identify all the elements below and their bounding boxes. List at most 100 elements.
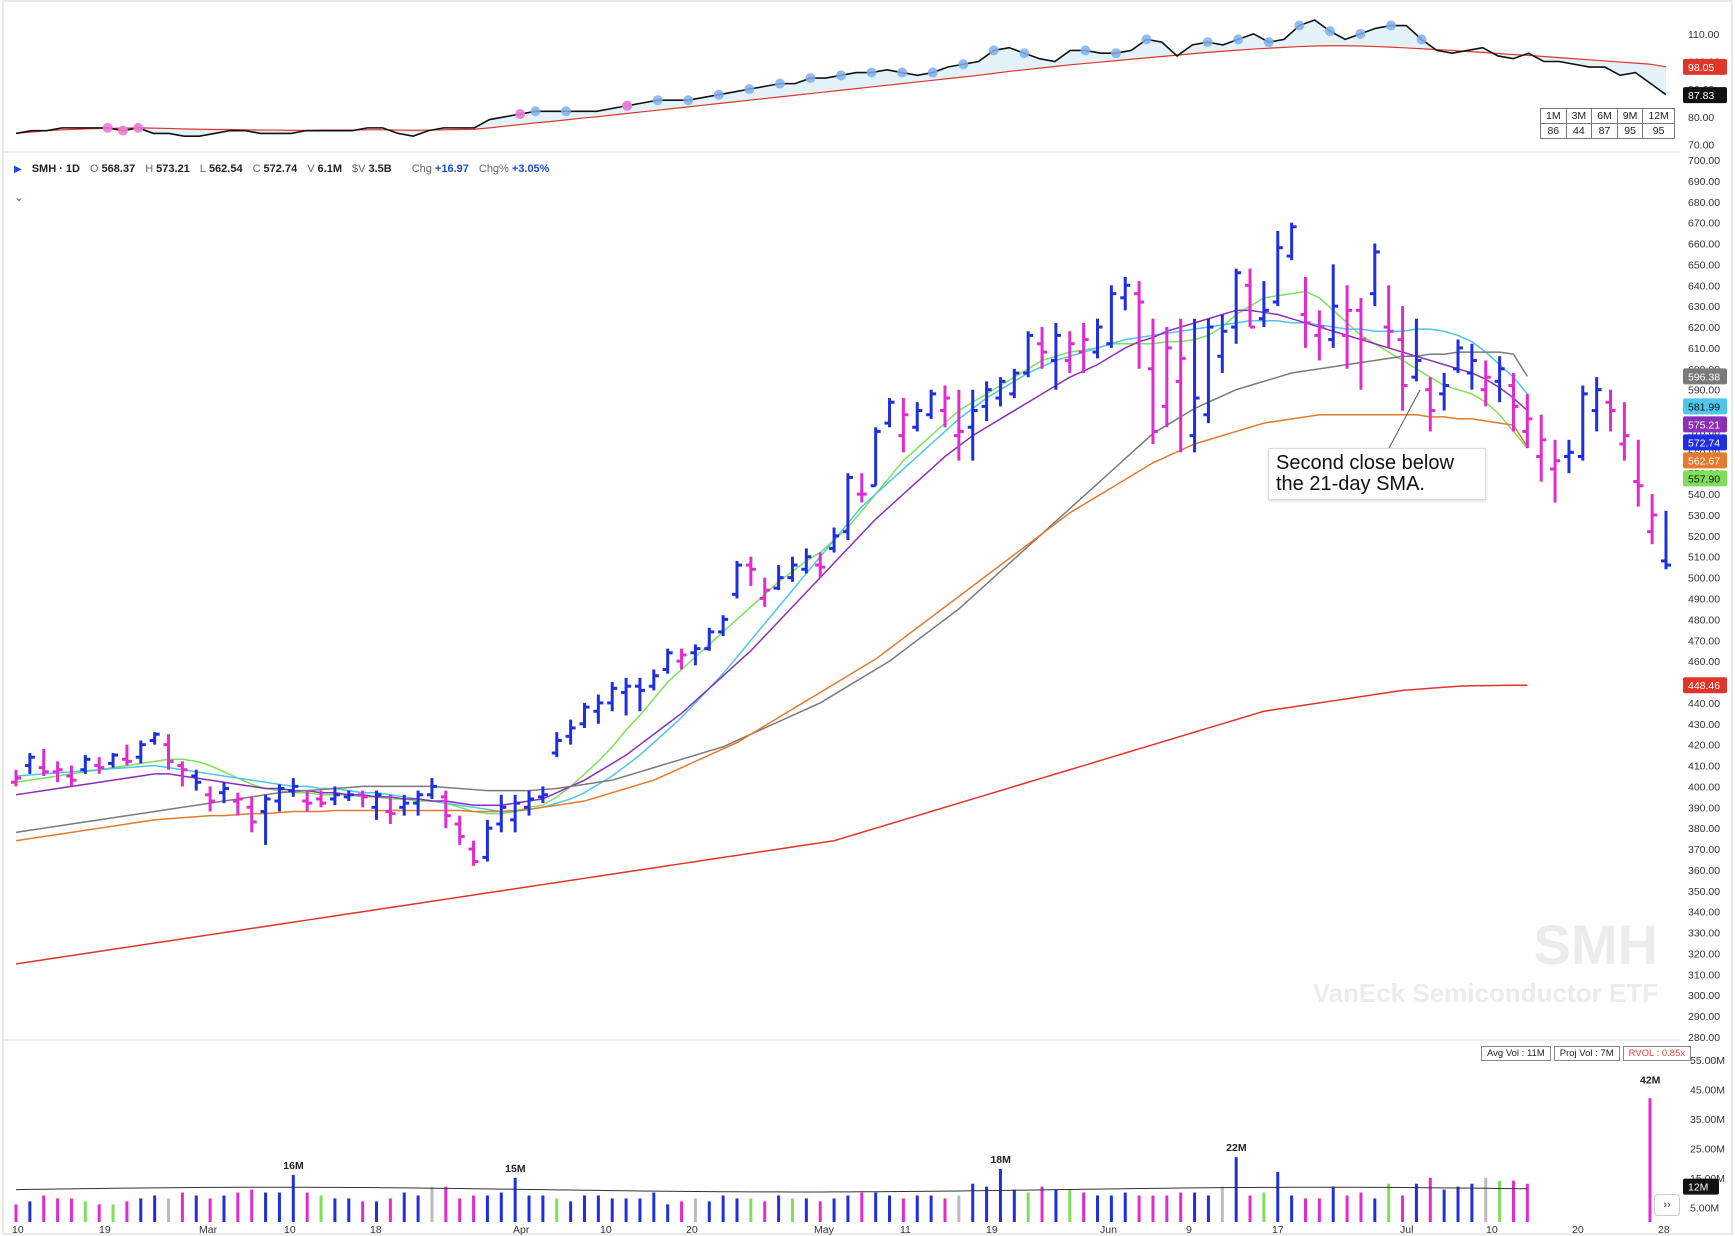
ohlc-bar: [343, 790, 354, 802]
price-axis-tick: 290.00: [1688, 1011, 1720, 1023]
rs-value: 44: [1565, 123, 1593, 139]
play-icon[interactable]: ▶: [14, 163, 22, 175]
chart-annotation[interactable]: Second close below the 21-day SMA.: [1268, 448, 1486, 500]
volume-bar: [541, 1195, 545, 1222]
volume-bar: [569, 1201, 573, 1222]
symbol-label[interactable]: SMH · 1D: [31, 163, 80, 175]
chevron-down-icon[interactable]: ⌄: [14, 192, 24, 204]
volume-key: V: [307, 163, 315, 175]
ohlc-bar: [648, 669, 659, 691]
x-axis-tick: 20: [1572, 1224, 1584, 1236]
rs-period: 9M: [1616, 108, 1644, 124]
rs-new-high-dot: [1294, 20, 1305, 31]
rs-new-high-dot: [897, 67, 908, 78]
price-axis-tick: 610.00: [1688, 343, 1720, 355]
rs-new-high-dot: [1355, 28, 1366, 39]
price-axis-tick: 320.00: [1688, 948, 1720, 960]
ohlc-bar: [66, 765, 77, 787]
price-axis-tick: 680.00: [1688, 197, 1720, 209]
x-axis-tick: 10: [1486, 1224, 1498, 1236]
ohlc-bar: [1591, 377, 1602, 432]
volume-bar: [1096, 1195, 1100, 1222]
x-axis-tick: 10: [600, 1224, 612, 1236]
volume-bar: [846, 1195, 850, 1222]
volume-bar: [291, 1174, 295, 1222]
volume-bar: [444, 1186, 448, 1222]
volume-bar: [929, 1195, 933, 1222]
dollar-volume-value: 3.5B: [368, 163, 392, 175]
volume-bar: [277, 1192, 281, 1222]
price-axis-tick: 470.00: [1688, 635, 1720, 647]
ohlc-bar: [1397, 306, 1408, 411]
ohlc-bar: [1147, 318, 1158, 444]
rs-new-high-dot: [1416, 34, 1427, 45]
x-axis-tick: 20: [686, 1224, 698, 1236]
rs-new-high-dot: [530, 106, 541, 117]
ohlc-bar: [1605, 389, 1616, 432]
rs-new-high-dot: [1233, 34, 1244, 45]
ohlc-bar: [1494, 356, 1505, 403]
volume-bar: [555, 1198, 559, 1222]
open-value: 568.37: [101, 163, 136, 175]
scroll-right-button[interactable]: ››: [1654, 1194, 1680, 1216]
volume-bar: [1082, 1192, 1086, 1222]
price-axis-tick: 540.00: [1688, 489, 1720, 501]
ohlc-bar: [607, 682, 618, 712]
ohlc-bar: [1217, 314, 1228, 373]
ohlc-bar: [537, 786, 548, 804]
ohlc-bar: [1092, 318, 1103, 359]
rs-new-high-dot: [561, 106, 571, 117]
volume-bar: [264, 1192, 268, 1222]
price-axis-tick: 530.00: [1688, 510, 1720, 522]
volume-bar: [236, 1192, 240, 1222]
volume-bar: [1345, 1195, 1349, 1222]
ohlc-bar: [732, 560, 743, 599]
rs-new-high-dot: [866, 67, 877, 78]
volume-spike-label: 18M: [990, 1154, 1011, 1166]
ohlc-bar: [1231, 268, 1242, 344]
volume-bar: [513, 1177, 517, 1222]
moving-average-sma-50: [15, 351, 1528, 834]
volume-bar: [1262, 1192, 1266, 1222]
volume-bar: [777, 1195, 781, 1222]
price-axis-tick: 640.00: [1688, 280, 1720, 292]
ohlc-bar: [773, 565, 784, 591]
rs-new-high-dot: [683, 95, 694, 106]
ohlc-bar: [94, 757, 105, 774]
volume-spike-label: 42M: [1640, 1074, 1661, 1086]
ohlc-bar: [1161, 327, 1172, 428]
ohlc-bar: [676, 648, 687, 670]
volume-bar: [97, 1204, 101, 1222]
ohlc-bar: [1633, 439, 1644, 507]
projected-volume: Proj Vol : 7M: [1553, 1046, 1620, 1061]
volume-bar: [943, 1198, 947, 1222]
x-axis-tick: 9: [1186, 1224, 1192, 1236]
volume-spike-label: 16M: [283, 1160, 304, 1172]
volume-bar: [874, 1192, 878, 1222]
ohlc-bar: [981, 381, 992, 422]
rs-value: 87: [1591, 123, 1618, 139]
rs-period: 6M: [1591, 108, 1618, 124]
ohlc-bar: [745, 556, 756, 586]
price-axis-tick: 520.00: [1688, 531, 1720, 543]
ohlc-bar: [316, 790, 327, 808]
rs-new-high-dot: [652, 95, 663, 106]
ohlc-bar: [1300, 276, 1311, 348]
ohlc-bar: [440, 790, 451, 829]
x-axis-tick: 10: [284, 1224, 296, 1236]
ohlc-bar: [815, 552, 826, 578]
ohlc-bar: [205, 786, 216, 812]
volume-bar: [1012, 1189, 1016, 1222]
volume-spike-label: 15M: [505, 1163, 526, 1175]
volume-bar: [1068, 1189, 1072, 1222]
ohlc-bar: [177, 761, 188, 787]
volume-bar: [167, 1198, 171, 1222]
x-axis-tick: Jul: [1400, 1224, 1413, 1236]
watermark-name: VanEck Semiconductor ETF: [1312, 978, 1658, 1008]
volume-bar: [1179, 1192, 1183, 1222]
volume-bar: [208, 1198, 212, 1222]
rs-value: 95: [1642, 123, 1675, 139]
price-last-value-text: 562.67: [1688, 455, 1720, 467]
volume-bar: [458, 1198, 462, 1222]
